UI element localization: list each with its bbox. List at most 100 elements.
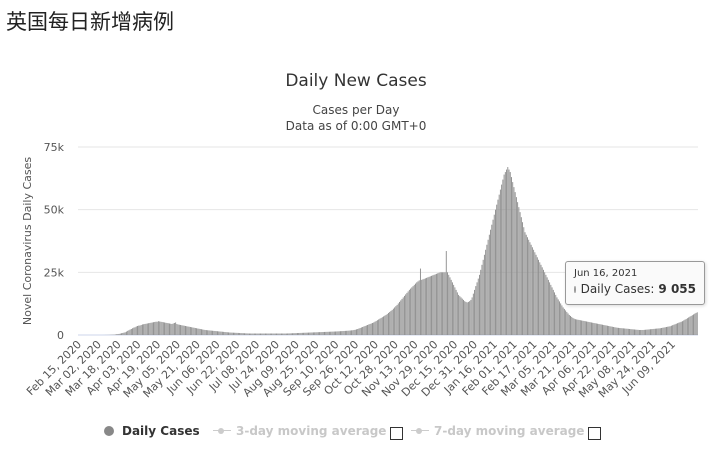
bar[interactable]	[352, 330, 354, 335]
bar[interactable]	[228, 332, 229, 335]
bar[interactable]	[256, 333, 258, 336]
bar[interactable]	[360, 327, 362, 335]
bar[interactable]	[266, 333, 268, 336]
bar[interactable]	[646, 329, 648, 335]
bar[interactable]	[408, 289, 410, 335]
bar[interactable]	[662, 327, 664, 335]
bar[interactable]	[491, 224, 493, 335]
bar[interactable]	[258, 333, 260, 336]
bar[interactable]	[561, 305, 563, 335]
bar[interactable]	[482, 259, 484, 335]
bar[interactable]	[590, 322, 592, 335]
bar[interactable]	[391, 309, 393, 335]
bar[interactable]	[683, 320, 685, 335]
bar[interactable]	[538, 259, 539, 335]
bar[interactable]	[405, 294, 407, 335]
bar[interactable]	[178, 324, 180, 335]
bar[interactable]	[374, 321, 376, 335]
bar[interactable]	[172, 323, 174, 335]
bar[interactable]	[380, 317, 382, 335]
bar[interactable]	[570, 315, 571, 335]
bar[interactable]	[632, 329, 634, 335]
bar[interactable]	[447, 272, 448, 335]
bar[interactable]	[407, 291, 409, 335]
bar[interactable]	[614, 327, 616, 335]
bar[interactable]	[145, 323, 147, 335]
bar[interactable]	[587, 321, 589, 335]
bar[interactable]	[162, 322, 164, 335]
bar[interactable]	[418, 280, 420, 335]
bar[interactable]	[373, 322, 375, 335]
bar[interactable]	[485, 249, 487, 335]
bar[interactable]	[124, 332, 126, 335]
bar[interactable]	[219, 331, 221, 335]
bar[interactable]	[602, 324, 603, 335]
bar[interactable]	[445, 251, 447, 335]
bar[interactable]	[301, 332, 303, 335]
bar[interactable]	[593, 322, 595, 335]
bar[interactable]	[634, 329, 635, 335]
bar[interactable]	[306, 332, 308, 335]
bar[interactable]	[330, 331, 332, 335]
bar[interactable]	[552, 289, 554, 335]
bar[interactable]	[541, 267, 543, 335]
bar[interactable]	[663, 327, 665, 335]
bar[interactable]	[194, 327, 196, 335]
bar[interactable]	[237, 332, 239, 335]
bar[interactable]	[648, 329, 650, 335]
bar[interactable]	[450, 279, 452, 335]
bar[interactable]	[344, 330, 346, 335]
bar[interactable]	[481, 264, 483, 335]
bar[interactable]	[370, 323, 372, 335]
bar[interactable]	[645, 329, 647, 335]
bar[interactable]	[137, 325, 138, 335]
bar[interactable]	[292, 333, 293, 335]
bar[interactable]	[603, 324, 605, 335]
bar[interactable]	[673, 324, 675, 335]
bar[interactable]	[438, 272, 440, 335]
bar[interactable]	[169, 323, 170, 335]
bar[interactable]	[246, 333, 248, 335]
bar[interactable]	[167, 323, 169, 335]
bar[interactable]	[212, 330, 214, 335]
bar[interactable]	[682, 321, 683, 335]
bar[interactable]	[609, 326, 611, 335]
bar[interactable]	[123, 332, 125, 335]
bar[interactable]	[574, 319, 576, 335]
bar[interactable]	[213, 330, 215, 335]
bar[interactable]	[434, 274, 436, 335]
bar[interactable]	[627, 328, 629, 335]
bar[interactable]	[180, 324, 182, 335]
bar[interactable]	[477, 278, 479, 335]
bar[interactable]	[487, 239, 489, 335]
bar[interactable]	[594, 323, 596, 335]
bar[interactable]	[502, 179, 504, 335]
bar[interactable]	[688, 317, 690, 335]
bar[interactable]	[543, 269, 544, 335]
bar[interactable]	[210, 330, 212, 335]
bar[interactable]	[298, 332, 300, 335]
bar[interactable]	[619, 327, 621, 335]
bar[interactable]	[236, 332, 238, 335]
bar[interactable]	[125, 331, 127, 335]
bar[interactable]	[629, 328, 631, 335]
bar[interactable]	[311, 332, 313, 335]
bar[interactable]	[121, 333, 122, 335]
bar[interactable]	[433, 274, 435, 335]
bar[interactable]	[411, 287, 413, 335]
bar[interactable]	[226, 332, 228, 335]
bar[interactable]	[667, 326, 669, 335]
bar[interactable]	[470, 299, 472, 335]
bar[interactable]	[280, 333, 282, 336]
bar[interactable]	[525, 234, 527, 335]
bar[interactable]	[138, 325, 140, 335]
bar[interactable]	[364, 325, 366, 335]
bar[interactable]	[130, 328, 132, 335]
bar[interactable]	[394, 307, 396, 335]
bar[interactable]	[283, 333, 285, 336]
bar[interactable]	[218, 331, 220, 335]
bar[interactable]	[273, 333, 275, 336]
bar[interactable]	[245, 333, 247, 335]
bar[interactable]	[666, 326, 667, 335]
bar[interactable]	[143, 324, 145, 335]
